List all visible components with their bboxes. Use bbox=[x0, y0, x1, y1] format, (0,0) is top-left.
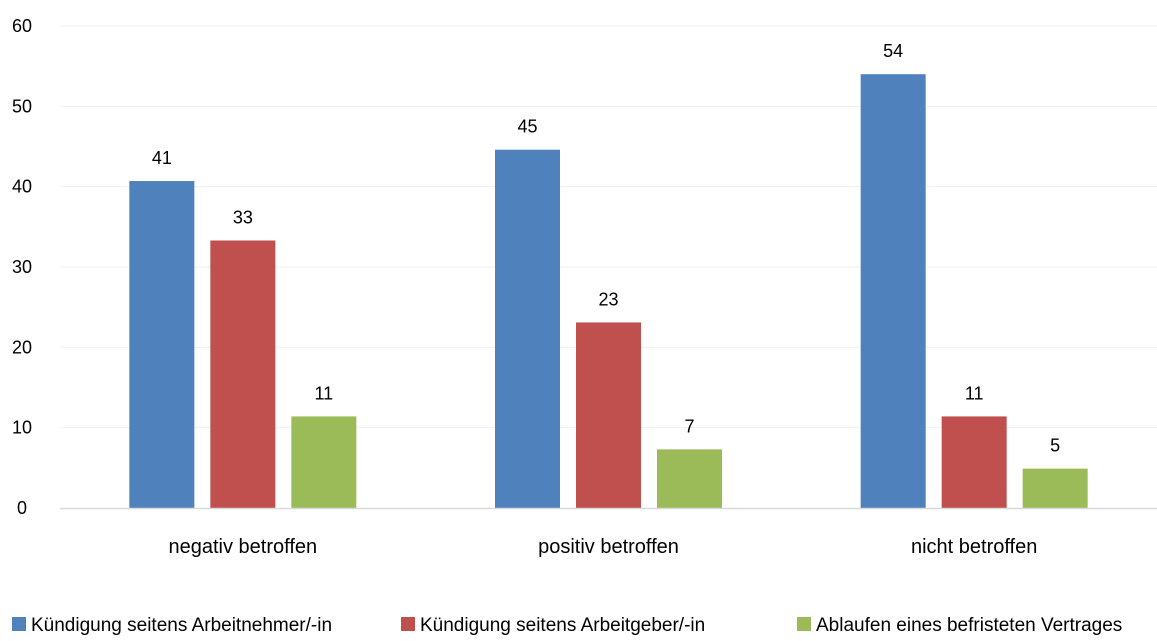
y-tick-label: 60 bbox=[12, 16, 32, 36]
bars bbox=[129, 74, 1088, 509]
data-label: 11 bbox=[314, 383, 333, 403]
bar bbox=[860, 74, 926, 508]
bar bbox=[941, 416, 1007, 508]
data-labels: 41 33 11 45 23 7 54 11 5 bbox=[152, 41, 1060, 455]
y-tick-label: 20 bbox=[12, 337, 32, 357]
y-tick-label: 10 bbox=[12, 418, 32, 438]
bar bbox=[210, 240, 276, 509]
legend-swatch bbox=[401, 617, 415, 631]
y-axis-ticks: 0 10 20 30 40 50 60 bbox=[12, 16, 32, 518]
y-tick-label: 30 bbox=[12, 257, 32, 277]
bar bbox=[1022, 468, 1088, 508]
data-label: 41 bbox=[152, 148, 172, 168]
legend-swatch bbox=[12, 617, 26, 631]
legend-label: Kündigung seitens Arbeitgeber/-in bbox=[420, 615, 705, 636]
x-axis-ticks: negativ betroffen positiv betroffen nicht … bbox=[169, 536, 1038, 558]
bar bbox=[291, 416, 357, 508]
legend-label: Kündigung seitens Arbeitnehmer/-in bbox=[31, 615, 332, 636]
x-tick-label: negativ betroffen bbox=[169, 536, 318, 558]
data-label: 23 bbox=[598, 289, 618, 309]
data-label: 54 bbox=[883, 41, 903, 61]
legend-swatch bbox=[797, 617, 811, 631]
bar bbox=[576, 322, 641, 508]
data-label: 45 bbox=[517, 117, 537, 137]
x-tick-label: positiv betroffen bbox=[538, 536, 679, 558]
y-tick-label: 50 bbox=[12, 96, 32, 116]
data-label: 7 bbox=[684, 416, 694, 436]
legend-label: Ablaufen eines befristeten Vertrages bbox=[816, 615, 1122, 636]
bar bbox=[495, 149, 560, 509]
bar bbox=[657, 449, 722, 508]
data-label: 5 bbox=[1050, 436, 1060, 456]
y-tick-label: 0 bbox=[17, 498, 27, 518]
legend: Kündigung seitens Arbeitnehmer/-in Kündig… bbox=[12, 615, 1122, 636]
data-label: 33 bbox=[233, 207, 253, 227]
x-tick-label: nicht betroffen bbox=[911, 536, 1037, 558]
bar bbox=[129, 181, 195, 508]
y-tick-label: 40 bbox=[12, 177, 32, 197]
data-label: 11 bbox=[965, 383, 984, 403]
